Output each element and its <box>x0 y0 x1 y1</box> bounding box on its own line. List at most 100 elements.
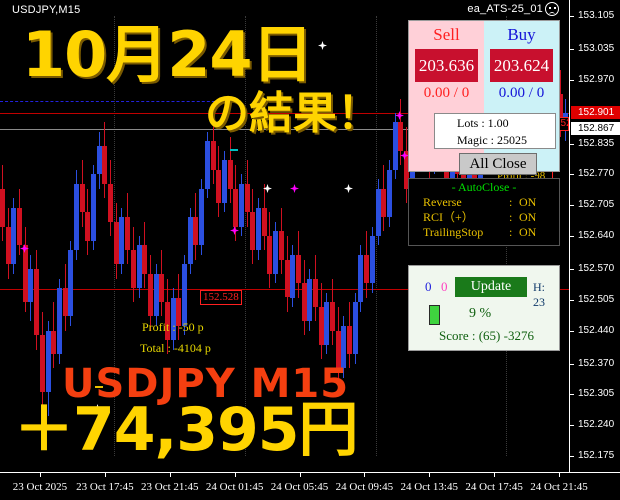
sell-label: Sell <box>433 25 460 44</box>
candlestick <box>273 16 279 456</box>
candlestick <box>375 16 382 456</box>
buy-price-button[interactable]: 203.624 <box>490 49 553 82</box>
overlay-amount-text: ＋74,395円 <box>14 395 359 465</box>
autoclose-value: ON <box>519 210 537 224</box>
candlestick <box>312 16 319 456</box>
bid-price-tag: 152.867 <box>571 121 620 135</box>
trade-arrow-icon <box>263 184 272 193</box>
candlestick <box>210 16 217 456</box>
time-tick <box>40 473 41 477</box>
time-tick-label: 23 Oct 17:45 <box>76 481 134 493</box>
time-tick-label: 24 Oct 21:45 <box>530 481 588 493</box>
candlestick <box>267 16 273 456</box>
candlestick <box>45 16 52 456</box>
score-label: Score : (65) -3276 <box>439 328 534 343</box>
candlestick <box>352 16 359 456</box>
price-tick <box>570 425 574 427</box>
ea-name-label: ea_ATS-25_01 <box>467 3 543 15</box>
candlestick <box>56 16 63 456</box>
day-separator <box>375 16 377 456</box>
trade-arrow-icon <box>20 244 29 253</box>
day-separator <box>244 16 246 456</box>
candlestick <box>108 16 114 456</box>
autoclose-separator: : <box>509 195 513 209</box>
candlestick <box>301 16 308 456</box>
autoclose-row: TrailingStop: ON <box>409 225 559 240</box>
price-tick <box>570 79 574 81</box>
count-pink-label: 0 <box>441 279 448 294</box>
autoclose-separator: : <box>509 225 513 239</box>
time-axis[interactable]: 23 Oct 2025 23 Oct 17:45 23 Oct 21:45 24 Oc… <box>0 472 620 500</box>
trade-panel[interactable]: Sell 203.636 0.00 / 0 Buy 203.624 0.00 /… <box>408 20 560 175</box>
trade-arrow-icon <box>93 404 102 413</box>
time-tick-label: 24 Oct 13:45 <box>400 481 458 493</box>
lots-magic-info: Lots : 1.00 Magic : 25025 <box>434 113 556 149</box>
candlestick <box>278 16 285 456</box>
price-tick <box>570 205 574 207</box>
candlestick <box>34 16 40 456</box>
candlestick <box>403 16 410 456</box>
price-tick <box>570 394 574 396</box>
bid-price-line <box>0 128 569 130</box>
candlestick <box>256 16 262 456</box>
price-tick <box>570 299 574 301</box>
candlestick <box>130 16 137 456</box>
candlestick <box>147 16 154 456</box>
candlestick <box>165 16 171 456</box>
candlestick <box>284 16 291 456</box>
level-marker <box>95 386 103 388</box>
price-tick-label: 152.970 <box>578 73 615 85</box>
overlay-result-text: の結果！ <box>205 88 381 139</box>
candlestick <box>113 16 120 456</box>
overlay-date-text: 10月24日 <box>22 18 314 91</box>
current-price-line <box>0 112 569 114</box>
candlestick <box>136 16 143 456</box>
candlestick <box>335 16 342 456</box>
magic-label: Magic : 25025 <box>457 133 527 147</box>
autoclose-value: ON <box>519 195 537 209</box>
sell-price-button[interactable]: 203.636 <box>415 49 478 82</box>
candlestick <box>199 16 205 456</box>
price-tick-label: 152.770 <box>578 168 615 180</box>
candlestick <box>307 16 313 456</box>
chart-profit-label: Profit : -50 p <box>142 320 204 334</box>
candlestick <box>153 16 160 456</box>
sad-face-icon <box>545 2 559 16</box>
price-tick-label: 153.035 <box>578 43 615 55</box>
time-tick-label: 24 Oct 17:45 <box>465 481 523 493</box>
price-tick <box>570 49 574 51</box>
price-tick <box>570 16 574 17</box>
price-tick-label: 152.440 <box>578 324 615 336</box>
candlestick <box>85 16 91 456</box>
time-tick <box>494 473 496 477</box>
candlestick <box>187 16 194 456</box>
price-tick <box>570 236 574 237</box>
candlestick <box>221 16 228 456</box>
trade-arrow-icon <box>230 226 239 235</box>
candlestick <box>261 16 268 456</box>
candlestick <box>557 16 564 456</box>
sell-volume-label: 0.00 / 0 <box>423 85 470 101</box>
price-tick-label: 152.240 <box>578 419 615 431</box>
candlestick <box>17 16 23 456</box>
candlestick <box>28 16 34 456</box>
price-tick-label: 153.105 <box>578 10 615 21</box>
price-axis[interactable]: 153.105 153.035 152.970 152.835 152.770 152.7… <box>569 0 620 472</box>
trade-arrow-icon <box>344 184 353 193</box>
candlestick <box>176 16 182 456</box>
candlestick <box>142 16 148 456</box>
candlestick <box>381 16 387 456</box>
candlestick <box>341 16 347 456</box>
all-close-button[interactable]: All Close <box>459 153 537 175</box>
candlestick <box>68 16 74 456</box>
level-marker <box>218 121 226 123</box>
update-button[interactable]: Update <box>455 277 527 297</box>
candlestick <box>22 16 29 456</box>
candlestick <box>170 16 177 456</box>
autoclose-row: RCI（+）: ON <box>409 210 559 225</box>
candlestick <box>364 16 370 456</box>
autoclose-key: RCI（+） <box>423 210 474 224</box>
level-marker <box>230 149 238 151</box>
update-panel[interactable]: 0 0 Update H: 23 9 % Score : (65) -3276 <box>408 265 560 351</box>
trade-arrow-icon <box>395 111 404 120</box>
